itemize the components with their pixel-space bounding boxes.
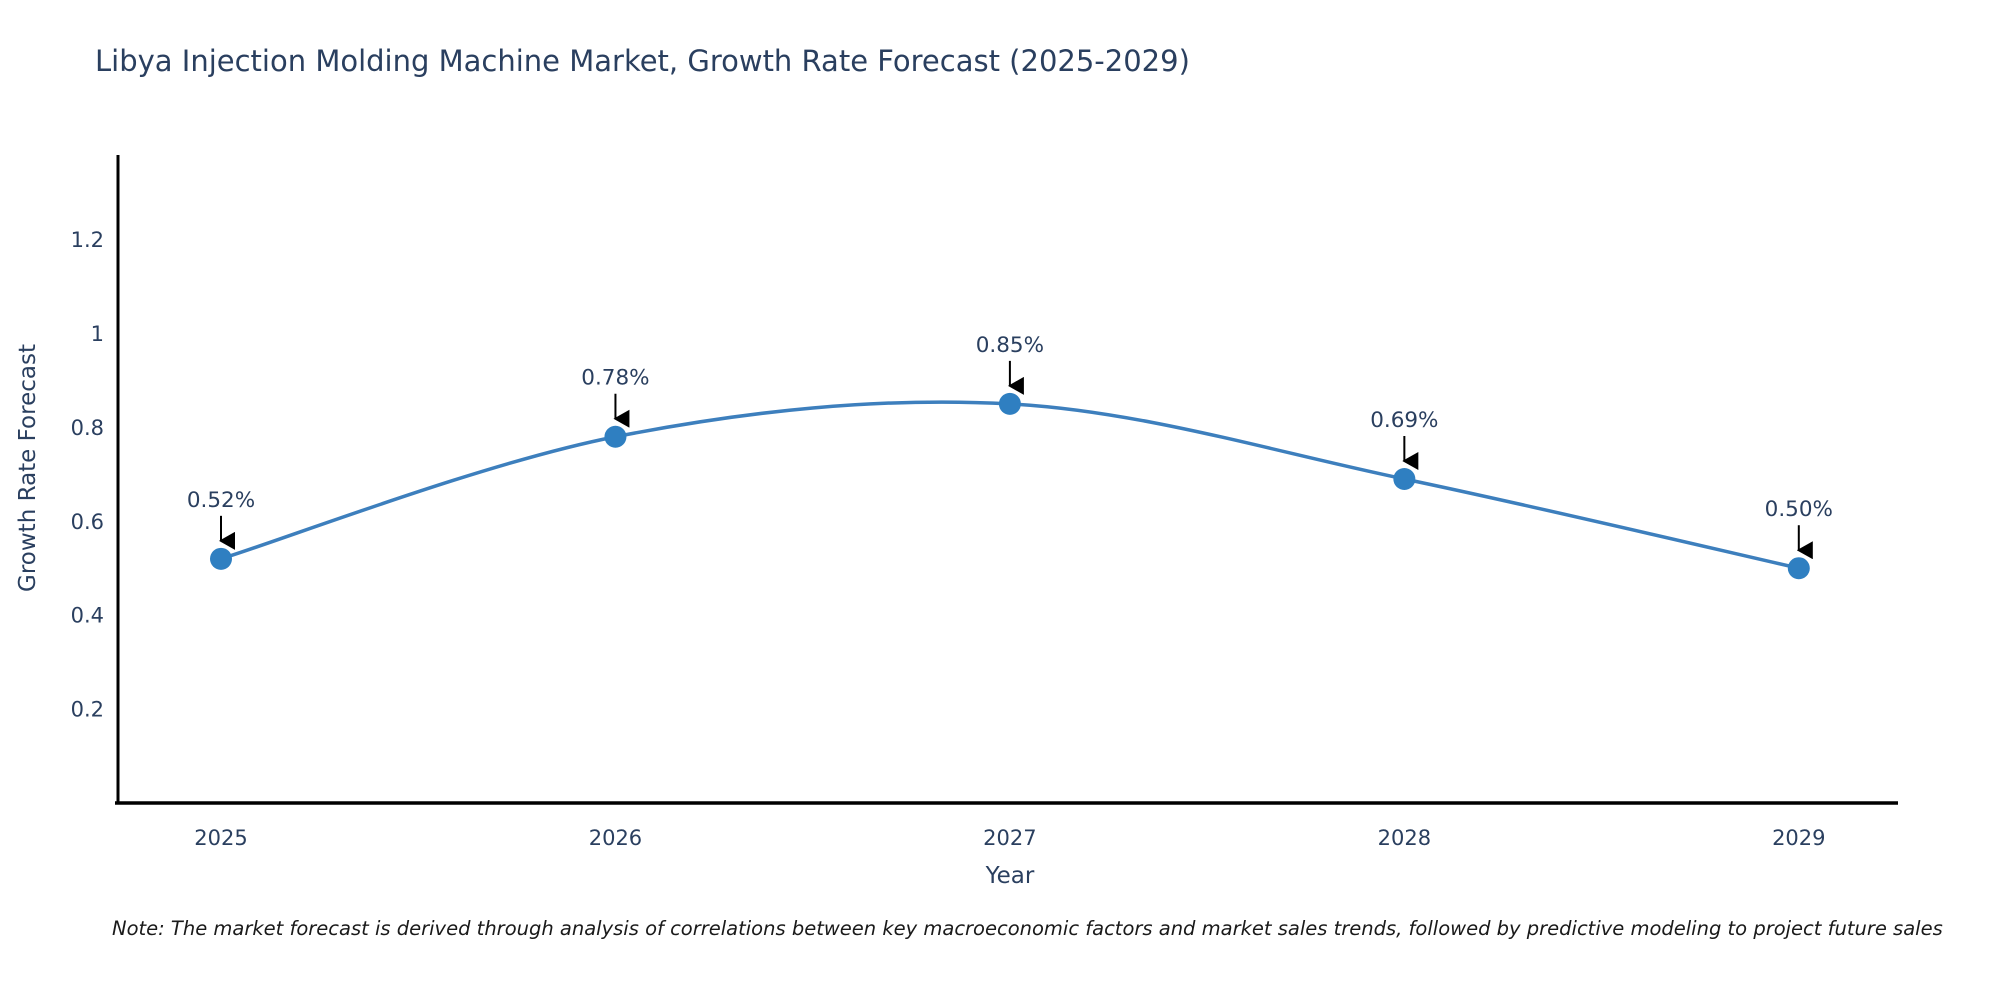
y-tick-label: 1.2 bbox=[71, 228, 104, 252]
data-point-label: 0.85% bbox=[976, 333, 1044, 358]
data-point-marker[interactable] bbox=[604, 425, 627, 448]
footnote-text: Note: The market forecast is derived thr… bbox=[112, 917, 1943, 940]
data-point-marker[interactable] bbox=[998, 392, 1021, 415]
x-tick-label: 2029 bbox=[1772, 826, 1825, 850]
data-point-marker[interactable] bbox=[1393, 468, 1416, 490]
y-tick-label: 0.2 bbox=[71, 698, 104, 722]
data-point-label: 0.50% bbox=[1765, 497, 1833, 522]
x-axis-title: Year bbox=[985, 863, 1035, 889]
data-point-marker[interactable] bbox=[210, 547, 232, 570]
data-point-label: 0.69% bbox=[1370, 408, 1438, 433]
data-point-label: 0.52% bbox=[187, 488, 255, 513]
chart-title: Libya Injection Molding Machine Market, … bbox=[95, 44, 1190, 78]
y-axis-title: Growth Rate Forecast bbox=[15, 344, 41, 592]
x-tick-label: 2025 bbox=[194, 826, 247, 850]
data-point-marker[interactable] bbox=[1787, 557, 1810, 580]
data-point-label: 0.78% bbox=[581, 366, 649, 391]
series-line bbox=[220, 400, 1800, 570]
y-tick-label: 1 bbox=[91, 322, 104, 346]
x-tick-label: 2027 bbox=[983, 826, 1036, 850]
y-tick-label: 0.4 bbox=[71, 604, 104, 628]
x-tick-label: 2026 bbox=[589, 826, 642, 850]
y-tick-label: 0.8 bbox=[71, 416, 104, 440]
x-tick-label: 2028 bbox=[1378, 826, 1431, 850]
y-tick-label: 0.6 bbox=[71, 510, 104, 534]
